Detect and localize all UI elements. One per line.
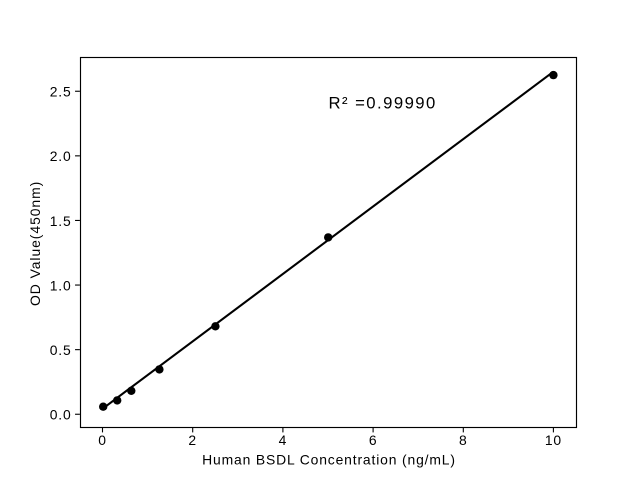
svg-text:8: 8 bbox=[459, 432, 468, 448]
svg-text:0: 0 bbox=[98, 432, 107, 448]
svg-text:4: 4 bbox=[279, 432, 288, 448]
svg-text:Human BSDL Concentration (ng/m: Human BSDL Concentration (ng/mL) bbox=[202, 452, 456, 468]
svg-text:10: 10 bbox=[545, 432, 562, 448]
svg-text:0.0: 0.0 bbox=[50, 407, 72, 423]
svg-text:6: 6 bbox=[369, 432, 378, 448]
svg-text:0.5: 0.5 bbox=[50, 342, 72, 358]
svg-text:2.0: 2.0 bbox=[50, 148, 72, 164]
svg-text:1.5: 1.5 bbox=[50, 213, 72, 229]
svg-text:R² =0.99990: R² =0.99990 bbox=[329, 93, 437, 112]
svg-text:2.5: 2.5 bbox=[50, 84, 72, 100]
svg-text:OD Value(450nm): OD Value(450nm) bbox=[27, 181, 43, 306]
svg-text:2: 2 bbox=[188, 432, 197, 448]
svg-text:1.0: 1.0 bbox=[50, 277, 72, 293]
